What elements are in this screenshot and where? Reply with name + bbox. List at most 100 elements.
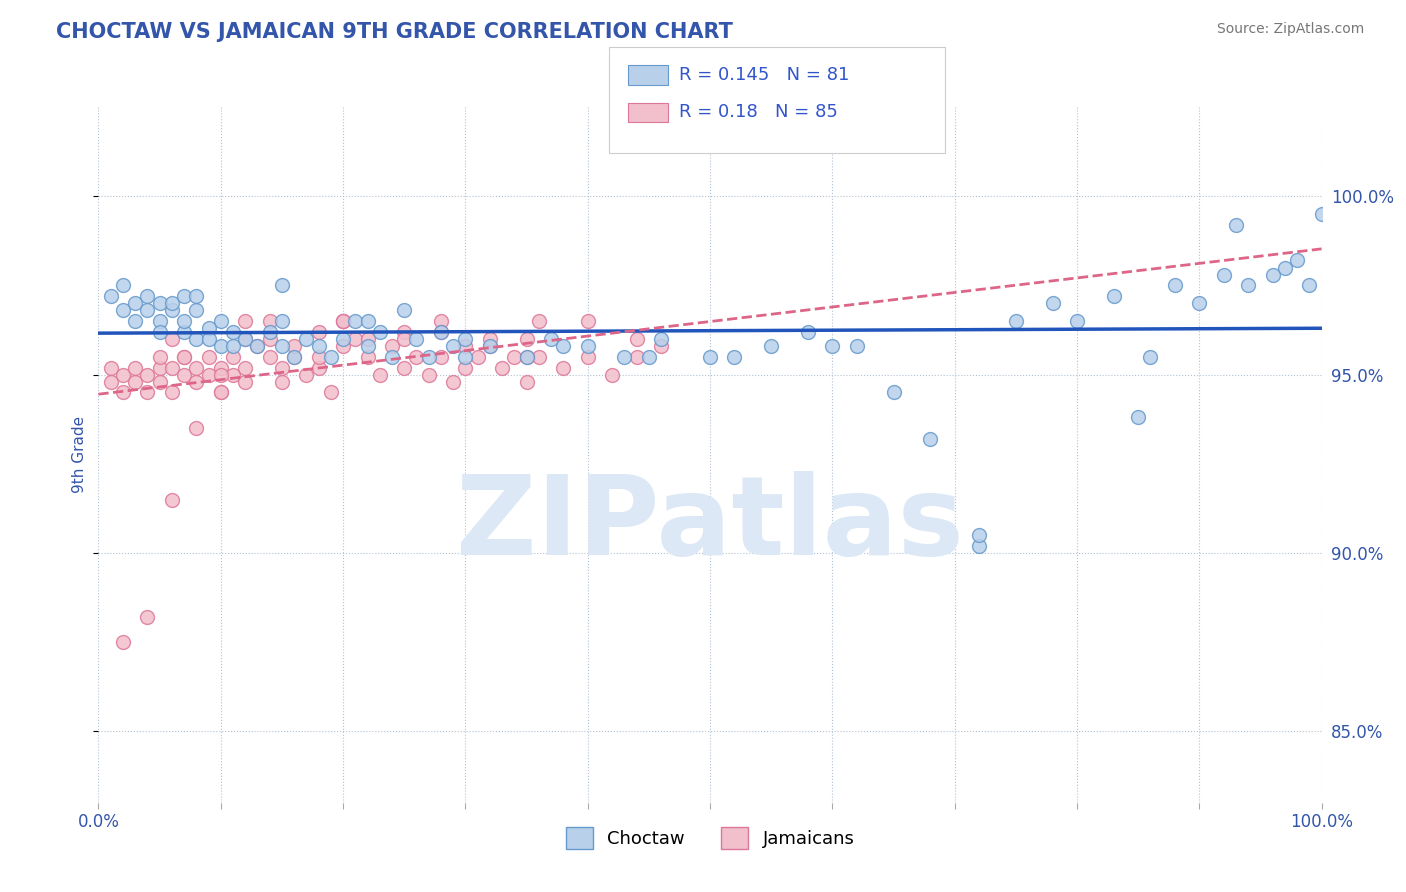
Point bbox=[332, 332, 354, 346]
Point bbox=[124, 375, 146, 389]
Point bbox=[761, 339, 783, 353]
Point bbox=[418, 368, 440, 382]
Point bbox=[222, 339, 245, 353]
Point bbox=[356, 339, 378, 353]
Point bbox=[149, 325, 172, 339]
Point bbox=[173, 314, 195, 328]
Point bbox=[478, 339, 501, 353]
Point bbox=[356, 314, 378, 328]
Point bbox=[186, 421, 208, 435]
Point bbox=[186, 375, 208, 389]
Point bbox=[613, 350, 636, 364]
Point bbox=[332, 314, 354, 328]
Point bbox=[160, 296, 183, 310]
Point bbox=[259, 350, 281, 364]
Point bbox=[1261, 268, 1284, 282]
Point bbox=[186, 332, 208, 346]
Point bbox=[319, 385, 342, 400]
Point bbox=[344, 314, 367, 328]
Point bbox=[283, 350, 305, 364]
Point bbox=[516, 375, 538, 389]
Point bbox=[209, 368, 232, 382]
Point bbox=[136, 303, 159, 318]
Point bbox=[467, 350, 489, 364]
Point bbox=[270, 314, 294, 328]
Point bbox=[1128, 410, 1150, 425]
Point bbox=[392, 325, 416, 339]
Point bbox=[332, 339, 354, 353]
Point bbox=[368, 368, 391, 382]
Point bbox=[553, 360, 575, 375]
Point bbox=[478, 332, 501, 346]
Point bbox=[332, 314, 354, 328]
Point bbox=[1237, 278, 1260, 293]
Point bbox=[209, 385, 232, 400]
Point bbox=[233, 332, 256, 346]
Point bbox=[441, 339, 464, 353]
Point bbox=[454, 339, 477, 353]
Point bbox=[233, 375, 256, 389]
Point bbox=[308, 360, 330, 375]
Point bbox=[209, 360, 232, 375]
Point bbox=[576, 350, 599, 364]
Point bbox=[344, 332, 367, 346]
Point bbox=[1066, 314, 1088, 328]
Point bbox=[295, 368, 318, 382]
Point bbox=[1225, 218, 1247, 232]
Point bbox=[491, 360, 513, 375]
Point bbox=[149, 314, 172, 328]
Point bbox=[233, 360, 256, 375]
Point bbox=[209, 385, 232, 400]
Point bbox=[441, 375, 464, 389]
Text: R = 0.18   N = 85: R = 0.18 N = 85 bbox=[679, 103, 838, 121]
Point bbox=[160, 385, 183, 400]
Point bbox=[1004, 314, 1026, 328]
Point bbox=[553, 339, 575, 353]
Point bbox=[124, 314, 146, 328]
Point bbox=[1164, 278, 1187, 293]
Point bbox=[136, 385, 159, 400]
Point bbox=[430, 325, 453, 339]
Point bbox=[197, 368, 219, 382]
Point bbox=[381, 350, 404, 364]
Point bbox=[1310, 207, 1333, 221]
Point bbox=[1286, 253, 1309, 268]
Point bbox=[149, 350, 172, 364]
Point bbox=[308, 350, 330, 364]
Point bbox=[173, 350, 195, 364]
Point bbox=[270, 339, 294, 353]
Point bbox=[1042, 296, 1064, 310]
Point bbox=[699, 350, 721, 364]
Point bbox=[430, 350, 453, 364]
Point bbox=[516, 350, 538, 364]
Point bbox=[1298, 278, 1320, 293]
Point bbox=[100, 289, 122, 303]
Point bbox=[136, 289, 159, 303]
Point bbox=[283, 339, 305, 353]
Point bbox=[454, 332, 477, 346]
Point bbox=[920, 432, 942, 446]
Point bbox=[576, 339, 599, 353]
Point bbox=[883, 385, 905, 400]
Point bbox=[233, 332, 256, 346]
Point bbox=[527, 314, 550, 328]
Point bbox=[650, 339, 672, 353]
Point bbox=[503, 350, 526, 364]
Point bbox=[638, 350, 661, 364]
Point bbox=[356, 350, 378, 364]
Point bbox=[418, 350, 440, 364]
Point bbox=[111, 385, 134, 400]
Point bbox=[259, 332, 281, 346]
Text: ZIPatlas: ZIPatlas bbox=[456, 471, 965, 578]
Point bbox=[723, 350, 745, 364]
Point bbox=[454, 350, 477, 364]
Point bbox=[1102, 289, 1125, 303]
Point bbox=[626, 332, 648, 346]
Point bbox=[209, 339, 232, 353]
Point bbox=[149, 375, 172, 389]
Point bbox=[332, 314, 354, 328]
Point bbox=[197, 332, 219, 346]
Point bbox=[173, 350, 195, 364]
Point bbox=[259, 325, 281, 339]
Point bbox=[270, 375, 294, 389]
